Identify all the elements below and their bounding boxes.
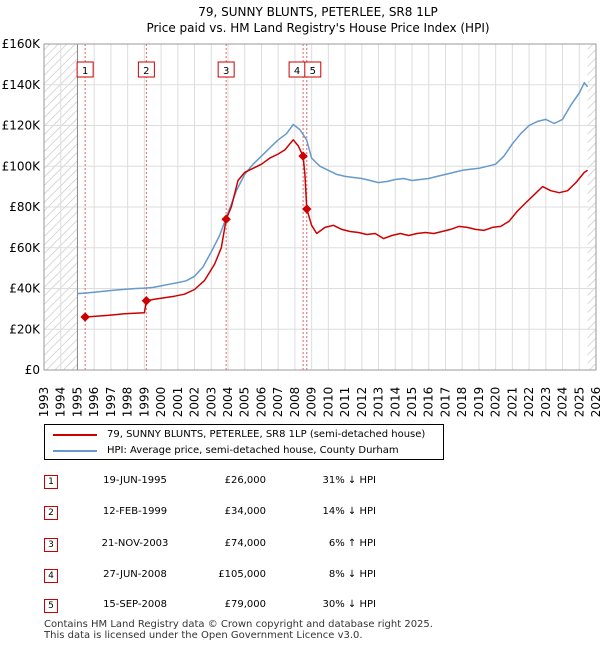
- y-tick-label: £60K: [9, 241, 41, 255]
- transaction-price: £74,000: [224, 538, 266, 549]
- chart-legend: 79, SUNNY BLUNTS, PETERLEE, SR8 1LP (sem…: [44, 424, 444, 460]
- x-tick-label: 2005: [238, 387, 252, 418]
- x-tick-label: 2025: [572, 387, 586, 418]
- transaction-hpi-diff: 6% ↑ HPI: [328, 538, 376, 549]
- x-tick-label: 2008: [288, 387, 302, 418]
- transaction-number-badge: 2: [44, 506, 58, 520]
- table-row: 4 27-JUN-2008 £105,000 8% ↓ HPI: [40, 566, 460, 588]
- x-tick-label: 1996: [87, 387, 101, 418]
- y-tick-label: £160K: [2, 37, 42, 51]
- x-tick-label: 2000: [154, 387, 168, 418]
- transaction-label: 1: [82, 66, 88, 77]
- legend-label-property: 79, SUNNY BLUNTS, PETERLEE, SR8 1LP (sem…: [107, 429, 426, 440]
- y-tick-label: £20K: [9, 322, 41, 336]
- footer-copyright: Contains HM Land Registry data © Crown c…: [44, 619, 433, 630]
- x-tick-label: 1997: [104, 387, 118, 418]
- legend-label-hpi: HPI: Average price, semi-detached house,…: [107, 445, 399, 456]
- x-tick-label: 2011: [338, 387, 352, 418]
- transaction-number-badge: 4: [44, 569, 58, 583]
- table-row: 5 15-SEP-2008 £79,000 30% ↓ HPI: [40, 596, 460, 618]
- price-chart: 79, SUNNY BLUNTS, PETERLEE, SR8 1LP Pric…: [2, 5, 600, 418]
- x-tick-label: 2014: [388, 387, 402, 418]
- x-tick-label: 2003: [204, 387, 218, 418]
- y-tick-label: £120K: [2, 119, 42, 133]
- x-tick-label: 2006: [254, 387, 268, 418]
- plot-frame: [43, 43, 597, 371]
- x-tick-label: 2010: [321, 387, 335, 418]
- transaction-point: [298, 151, 308, 161]
- x-tick-label: 2001: [171, 387, 185, 418]
- table-row: 2 12-FEB-1999 £34,000 14% ↓ HPI: [40, 503, 460, 525]
- hpi-series-line: [77, 81, 589, 295]
- chart-title: 79, SUNNY BLUNTS, PETERLEE, SR8 1LP: [198, 5, 438, 19]
- transaction-hpi-diff: 31% ↓ HPI: [322, 475, 376, 486]
- transaction-date: 12-FEB-1999: [102, 506, 168, 517]
- transaction-date: 27-JUN-2008: [103, 569, 167, 580]
- footer-attribution: Contains HM Land Registry data © Crown c…: [44, 619, 433, 641]
- table-row: 3 21-NOV-2003 £74,000 6% ↑ HPI: [40, 535, 460, 557]
- y-tick-label: £0: [25, 363, 40, 377]
- x-tick-label: 2024: [556, 387, 570, 418]
- transaction-date: 15-SEP-2008: [103, 599, 167, 610]
- transaction-label: 5: [310, 66, 316, 77]
- transaction-number-badge: 3: [44, 538, 58, 552]
- y-tick-label: £80K: [9, 200, 41, 214]
- x-tick-label: 2015: [405, 387, 419, 418]
- x-tick-label: 1993: [37, 387, 51, 418]
- transaction-label: 4: [294, 66, 300, 77]
- x-tick-label: 1998: [121, 387, 135, 418]
- x-tick-label: 2021: [505, 387, 519, 418]
- chart-subtitle: Price paid vs. HM Land Registry's House …: [146, 21, 489, 35]
- x-tick-label: 2004: [221, 387, 235, 418]
- transaction-date: 19-JUN-1995: [103, 475, 167, 486]
- transaction-hpi-diff: 30% ↓ HPI: [322, 599, 376, 610]
- x-tick-label: 2009: [305, 387, 319, 418]
- table-row: 1 19-JUN-1995 £26,000 31% ↓ HPI: [40, 472, 460, 494]
- x-tick-label: 2016: [422, 387, 436, 418]
- transaction-number-badge: 5: [44, 599, 58, 613]
- x-tick-label: 2019: [472, 387, 486, 418]
- x-tick-label: 2020: [489, 387, 503, 418]
- y-tick-label: £140K: [2, 78, 42, 92]
- x-tick-label: 2026: [589, 387, 600, 418]
- transaction-date: 21-NOV-2003: [101, 538, 169, 549]
- legend-swatch-hpi: [53, 450, 97, 452]
- x-tick-label: 2023: [539, 387, 553, 418]
- transaction-number-badge: 1: [44, 475, 58, 489]
- transaction-price: £26,000: [224, 475, 266, 486]
- x-tick-label: 2002: [188, 387, 202, 418]
- transaction-label: 3: [223, 66, 229, 77]
- transaction-hpi-diff: 14% ↓ HPI: [322, 506, 376, 517]
- transaction-label-box: [217, 61, 235, 78]
- transaction-label-box: [137, 61, 155, 78]
- transaction-point: [302, 204, 312, 214]
- x-tick-label: 1995: [70, 387, 84, 418]
- x-tick-label: 2017: [438, 387, 452, 418]
- transaction-point: [80, 312, 90, 322]
- x-tick-label: 1999: [137, 387, 151, 418]
- transaction-price: £79,000: [224, 599, 266, 610]
- x-tick-label: 2012: [355, 387, 369, 418]
- x-tick-label: 2018: [455, 387, 469, 418]
- y-tick-label: £40K: [9, 282, 41, 296]
- transaction-point: [141, 296, 152, 306]
- footer-license: This data is licensed under the Open Gov…: [44, 630, 363, 641]
- transaction-point: [221, 214, 231, 224]
- x-tick-label: 2007: [271, 387, 285, 418]
- transaction-hpi-diff: 8% ↓ HPI: [328, 569, 376, 580]
- x-tick-label: 2013: [372, 387, 386, 418]
- transaction-label: 2: [143, 66, 149, 77]
- transaction-label-box: [304, 61, 322, 78]
- property-series-line: [85, 139, 589, 318]
- legend-swatch-property: [53, 434, 97, 436]
- transaction-label-box: [76, 61, 94, 78]
- y-tick-label: £100K: [2, 159, 42, 173]
- x-tick-label: 1994: [54, 387, 68, 418]
- transaction-price: £34,000: [224, 506, 266, 517]
- x-tick-label: 2022: [522, 387, 536, 418]
- transaction-price: £105,000: [218, 569, 266, 580]
